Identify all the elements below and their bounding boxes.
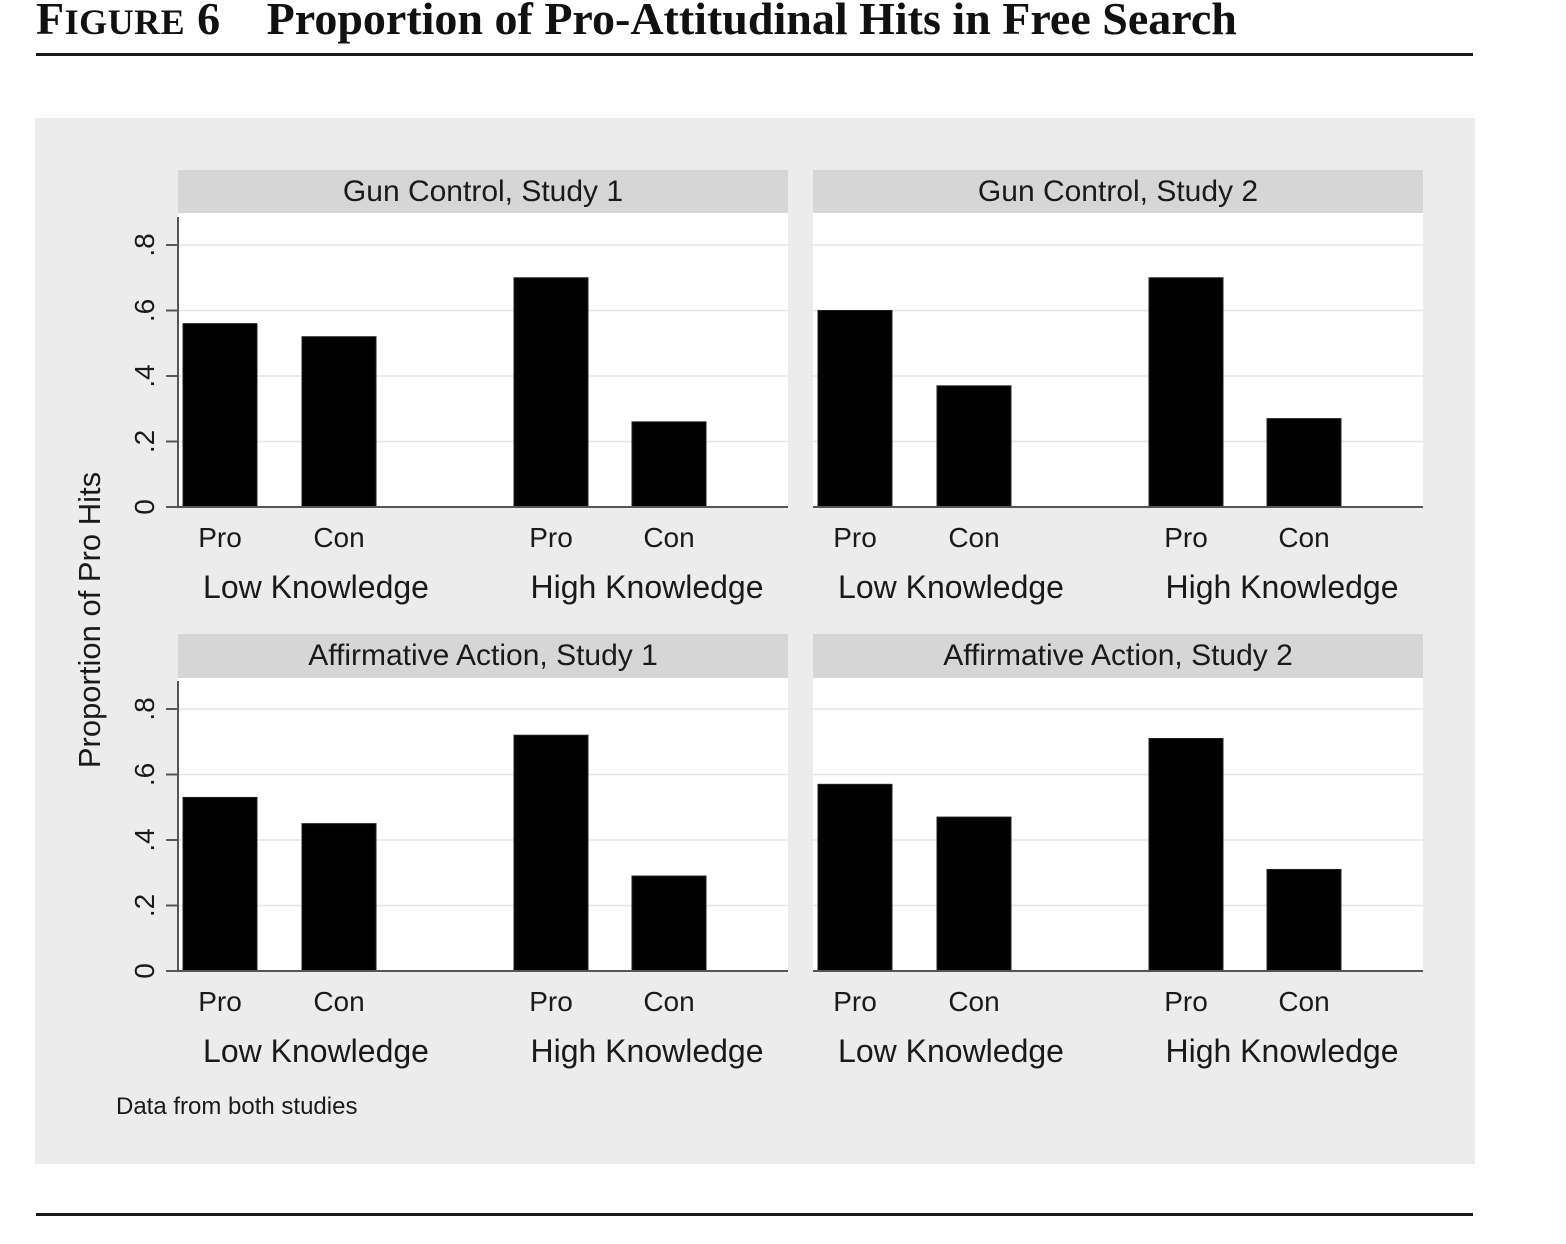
figure-label: FIGURE 6 bbox=[36, 0, 221, 44]
panel-header bbox=[178, 634, 788, 678]
panel: Gun Control, Study 2 Pro Con Low Knowledge P… bbox=[813, 170, 1423, 605]
category-label: Con bbox=[948, 986, 999, 1017]
panel-header bbox=[178, 170, 788, 213]
y-tick-label: .2 bbox=[129, 430, 160, 453]
category-label: Pro bbox=[529, 522, 573, 553]
bar bbox=[817, 310, 893, 508]
group-label: Low Knowledge bbox=[838, 1033, 1064, 1069]
category-label: Pro bbox=[198, 522, 242, 553]
y-tick-label: .2 bbox=[129, 894, 160, 917]
category-label: Pro bbox=[1164, 986, 1208, 1017]
category-label: Pro bbox=[833, 986, 877, 1017]
bar bbox=[631, 421, 707, 508]
group-label: High Knowledge bbox=[1165, 1033, 1398, 1069]
group-label: High Knowledge bbox=[530, 1033, 763, 1069]
group-label: Low Knowledge bbox=[203, 1033, 429, 1069]
y-tick-label: 0 bbox=[129, 499, 160, 515]
y-tick-label: .8 bbox=[129, 233, 160, 256]
panel: Affirmative Action, Study 2 Pro Con Low Kno… bbox=[813, 634, 1423, 1069]
panel: Affirmative Action, Study 1 Pro Con Low Kno… bbox=[129, 634, 788, 1069]
figure-heading: FIGURE 6 Proportion of Pro-Attitudinal Hi… bbox=[36, 0, 1237, 45]
category-label: Pro bbox=[529, 986, 573, 1017]
category-label: Pro bbox=[198, 986, 242, 1017]
bar bbox=[301, 823, 377, 972]
category-label: Con bbox=[313, 986, 364, 1017]
chart-note: Data from both studies bbox=[116, 1093, 357, 1120]
group-label: High Knowledge bbox=[530, 569, 763, 605]
category-label: Con bbox=[643, 522, 694, 553]
panel-title: Affirmative Action, Study 2 bbox=[943, 639, 1293, 672]
category-label: Con bbox=[1278, 522, 1329, 553]
top-rule bbox=[36, 53, 1473, 56]
bar bbox=[1266, 418, 1342, 508]
panels: Gun Control, Study 1 Pro Con Low Knowledge P… bbox=[129, 170, 1423, 1069]
bar bbox=[1266, 868, 1342, 972]
bar bbox=[936, 816, 1012, 972]
group-label: Low Knowledge bbox=[203, 569, 429, 605]
bar bbox=[631, 875, 707, 972]
panel-header bbox=[813, 170, 1423, 213]
panel-header bbox=[813, 634, 1423, 678]
panel-title: Gun Control, Study 1 bbox=[343, 175, 623, 208]
bar bbox=[936, 385, 1012, 508]
category-label: Con bbox=[948, 522, 999, 553]
y-tick-label: .4 bbox=[129, 828, 160, 851]
bottom-rule bbox=[36, 1213, 1473, 1216]
panel: Gun Control, Study 1 Pro Con Low Knowledge P… bbox=[129, 170, 788, 605]
bar bbox=[301, 336, 377, 508]
y-tick-label: .8 bbox=[129, 697, 160, 720]
bar bbox=[1148, 277, 1224, 508]
bar bbox=[817, 783, 893, 972]
category-label: Con bbox=[643, 986, 694, 1017]
y-axis-label: Proportion of Pro Hits bbox=[72, 472, 107, 768]
group-label: High Knowledge bbox=[1165, 569, 1398, 605]
figure-title: Proportion of Pro-Attitudinal Hits in Fr… bbox=[266, 0, 1237, 44]
panel-title: Affirmative Action, Study 1 bbox=[308, 639, 658, 672]
y-tick-label: 0 bbox=[129, 963, 160, 979]
category-label: Pro bbox=[1164, 522, 1208, 553]
panel-title: Gun Control, Study 2 bbox=[978, 175, 1258, 208]
y-tick-label: .4 bbox=[129, 364, 160, 387]
bar bbox=[182, 323, 258, 508]
category-label: Con bbox=[313, 522, 364, 553]
bar bbox=[513, 277, 589, 508]
y-tick-label: .6 bbox=[129, 299, 160, 322]
category-label: Con bbox=[1278, 986, 1329, 1017]
category-label: Pro bbox=[833, 522, 877, 553]
bar bbox=[1148, 737, 1224, 972]
y-tick-label: .6 bbox=[129, 763, 160, 786]
bar bbox=[513, 734, 589, 972]
group-label: Low Knowledge bbox=[838, 569, 1064, 605]
bar bbox=[182, 796, 258, 972]
